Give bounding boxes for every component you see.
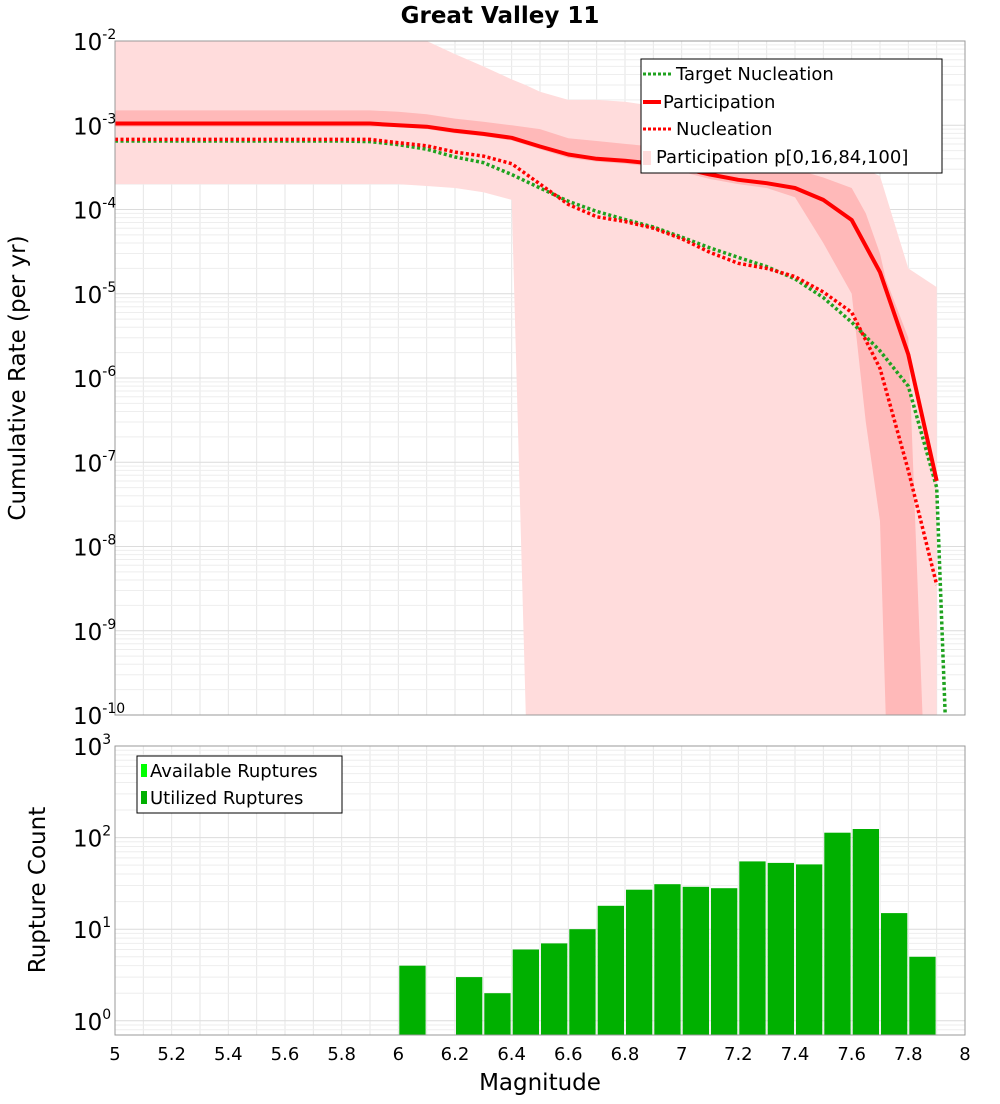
x-tick-label: 7.6 — [837, 1044, 866, 1065]
top-y-tick-label: 10-8 — [73, 533, 116, 562]
bottom-y-tick-label: 101 — [73, 915, 111, 944]
band-p0-p100 — [115, 41, 937, 715]
bottom-y-tick-label: 100 — [73, 1007, 111, 1036]
x-tick-label: 5 — [109, 1044, 120, 1065]
rate-lines — [115, 121, 947, 715]
legend-swatch-utilized-ruptures — [141, 791, 147, 804]
x-tick-label: 7 — [676, 1044, 687, 1065]
bottom-legend: Available Ruptures Utilized Ruptures — [136, 755, 343, 814]
rupture-bars — [399, 829, 936, 1035]
participation-percentile-bands — [115, 41, 937, 715]
utilized-rupture-bar — [597, 905, 624, 1035]
x-tick-label: 7.4 — [781, 1044, 810, 1065]
utilized-rupture-bar — [512, 949, 539, 1035]
utilized-rupture-bar — [399, 965, 426, 1035]
x-tick-label: 5.2 — [157, 1044, 186, 1065]
utilized-rupture-bar — [739, 861, 766, 1035]
bottom-y-tick-labels: 100 101 102 103 — [73, 732, 111, 1036]
rupture-count-panel: 100 101 102 103 5 5.2 5.4 5.6 5.8 6 6.2 6.4 6.6 6.8 7… — [25, 732, 971, 1096]
x-tick-label: 6.2 — [441, 1044, 470, 1065]
utilized-rupture-bar — [456, 977, 483, 1035]
chart-title: Great Valley 11 — [401, 3, 600, 29]
legend-swatch-available-ruptures — [141, 764, 147, 777]
utilized-rupture-bar — [541, 943, 568, 1035]
legend-label-participation: Participation — [663, 92, 775, 113]
x-axis-title: Magnitude — [479, 1070, 601, 1096]
top-legend: Target Nucleation Participation Nucleati… — [640, 58, 943, 174]
top-y-tick-label: 10-6 — [73, 364, 116, 393]
utilized-rupture-bar — [682, 886, 709, 1035]
x-tick-labels: 5 5.2 5.4 5.6 5.8 6 6.2 6.4 6.6 6.8 7 7.2 7.4 7.6 7.8 8 — [109, 1044, 970, 1065]
x-tick-label: 7.2 — [724, 1044, 753, 1065]
x-tick-label: 5.6 — [271, 1044, 300, 1065]
utilized-rupture-bar — [824, 832, 851, 1035]
utilized-rupture-bar — [654, 884, 681, 1035]
x-tick-label: 8 — [959, 1044, 970, 1065]
utilized-rupture-bar — [767, 862, 794, 1035]
x-tick-label: 6.4 — [497, 1044, 526, 1065]
x-tick-label: 5.4 — [214, 1044, 243, 1065]
top-y-tick-label: 10-9 — [73, 617, 116, 646]
x-tick-label: 6.8 — [611, 1044, 640, 1065]
legend-label-target-nucleation: Target Nucleation — [675, 64, 834, 85]
top-plot-frame — [114, 40, 966, 716]
legend-label-nucleation: Nucleation — [676, 119, 772, 140]
utilized-rupture-bar — [711, 888, 738, 1035]
x-tick-label: 6 — [393, 1044, 404, 1065]
participation-line — [115, 121, 939, 482]
utilized-rupture-bar — [484, 993, 511, 1035]
utilized-rupture-bar — [881, 913, 908, 1035]
top-y-tick-label: 10-4 — [73, 196, 116, 225]
legend-label-participation-bands: Participation p[0,16,84,100] — [656, 147, 908, 168]
top-y-axis-title: Cumulative Rate (per yr) — [5, 235, 31, 520]
top-y-tick-label: 10-10 — [73, 701, 125, 730]
cumulative-rate-panel: 10-10 10-9 10-8 10-7 10-6 10-5 10-4 10-3 10-2 Cu… — [5, 27, 966, 730]
legend-label-available-ruptures: Available Ruptures — [150, 761, 318, 782]
x-tick-label: 6.6 — [554, 1044, 583, 1065]
utilized-rupture-bar — [626, 889, 653, 1035]
legend-swatch-participation-bands — [643, 151, 651, 165]
x-tick-label: 5.8 — [327, 1044, 356, 1065]
utilized-rupture-bar — [569, 929, 596, 1035]
x-tick-label: 7.8 — [894, 1044, 923, 1065]
top-y-tick-labels: 10-10 10-9 10-8 10-7 10-6 10-5 10-4 10-3 10-2 — [73, 27, 125, 730]
bottom-y-tick-label: 103 — [73, 732, 111, 761]
bottom-plot-frame — [114, 745, 966, 1036]
bottom-y-tick-label: 102 — [73, 824, 111, 853]
legend-label-utilized-ruptures: Utilized Ruptures — [150, 788, 303, 809]
bottom-legend-box — [136, 755, 343, 814]
top-y-tick-label: 10-7 — [73, 448, 116, 477]
top-y-tick-label: 10-2 — [73, 27, 116, 56]
bottom-y-axis-title: Rupture Count — [25, 807, 51, 973]
top-legend-box — [640, 58, 943, 174]
target-nucleation-line — [115, 139, 947, 715]
utilized-rupture-bar — [852, 829, 879, 1035]
top-y-tick-label: 10-5 — [73, 280, 116, 309]
top-y-tick-label: 10-3 — [73, 111, 116, 140]
utilized-rupture-bar — [796, 864, 823, 1035]
utilized-rupture-bar — [909, 956, 936, 1035]
